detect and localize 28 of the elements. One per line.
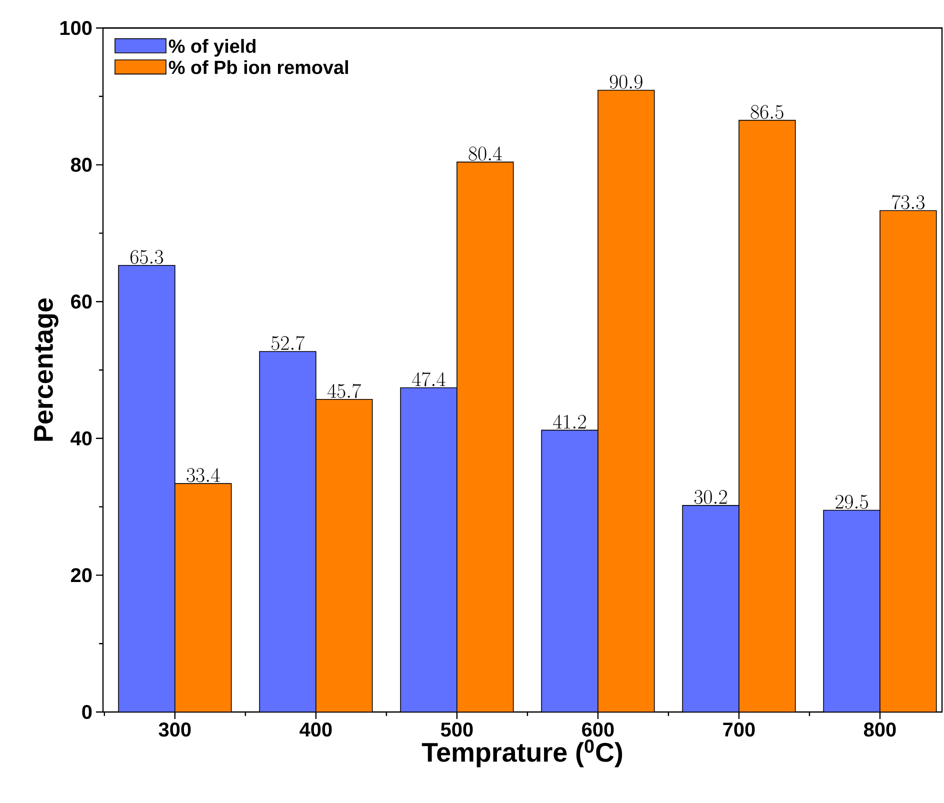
x-tick-label: 300 <box>158 722 191 737</box>
data-label: 29.5 <box>836 494 868 509</box>
data-label: 41 .2 <box>553 414 586 428</box>
data-label: 52.7 <box>272 336 305 350</box>
y-tick-label: 100 <box>60 20 92 36</box>
x-tick-label: 600 <box>582 722 614 737</box>
y-tick-label: 60 <box>71 294 92 309</box>
data-label: 33.4 <box>186 468 220 482</box>
x-tick-label: 400 <box>300 722 332 737</box>
data-label: 86.5 <box>750 104 784 119</box>
x-tick-label: 800 <box>864 722 896 737</box>
x-axis-title: Temprature ($^{0}$C) <box>422 740 622 768</box>
data-label: 65.3 <box>130 250 164 264</box>
x-tick-label: 700 <box>723 722 755 737</box>
x-tick-label: 500 <box>440 722 473 737</box>
data-label: 73.3 <box>892 194 924 210</box>
legend-label: % of Pb ion removal <box>168 60 348 74</box>
data-label: 47.4 <box>412 372 446 386</box>
y-tick-label: 40 <box>70 431 92 446</box>
data-label: 80.4 <box>468 146 502 161</box>
legend-label: % of yield <box>168 39 256 57</box>
data-label: 90.9 <box>610 74 642 89</box>
y-axis-title: Percentage <box>34 298 58 441</box>
data-label: 45.7 <box>328 384 361 398</box>
y-tick-label: 20 <box>71 568 92 582</box>
data-label: 30.2 <box>694 490 727 504</box>
y-tick-label: 0 <box>82 704 92 720</box>
y-tick-label: 80 <box>70 158 92 172</box>
